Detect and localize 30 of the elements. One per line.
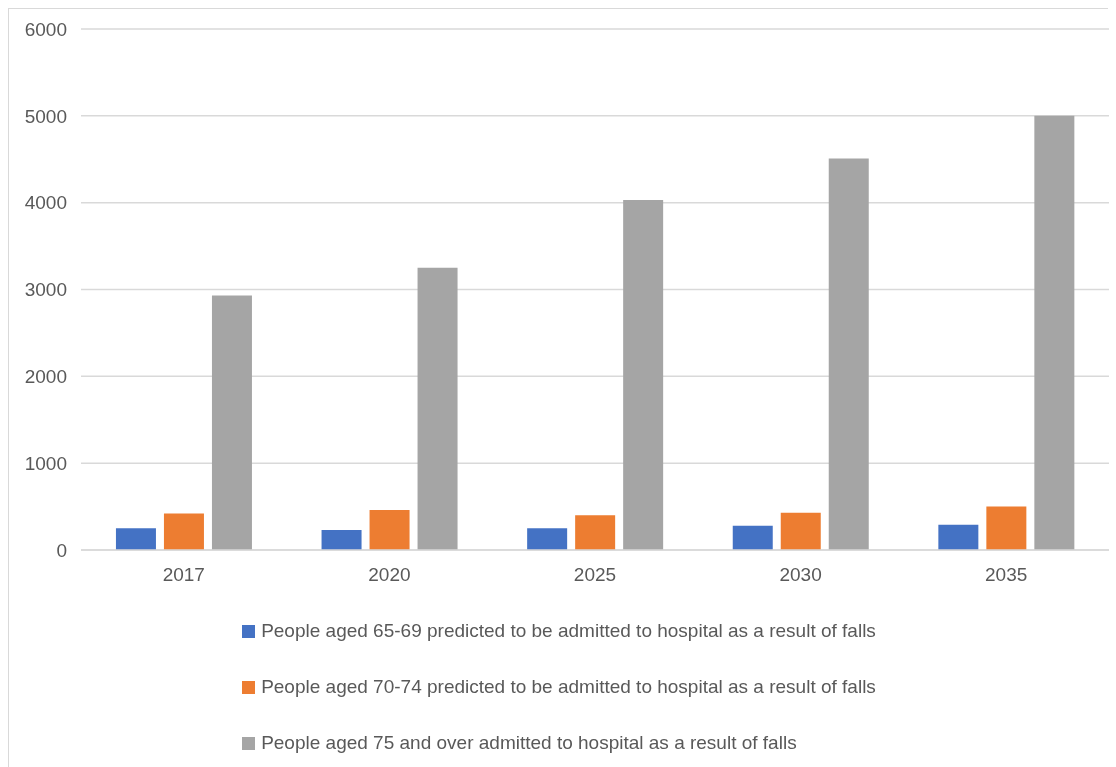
y-tick-label: 1000 (24, 452, 67, 474)
y-tick-label: 0 (56, 539, 67, 561)
bar (321, 530, 362, 550)
bar (732, 525, 773, 550)
bar (575, 515, 616, 550)
x-tick-label: 2035 (985, 564, 1028, 586)
bar (211, 295, 252, 550)
bar (938, 524, 979, 550)
y-tick-label: 6000 (24, 18, 67, 40)
bar (115, 528, 156, 550)
y-tick-label: 4000 (24, 192, 67, 214)
x-tick-label: 2030 (779, 564, 822, 586)
y-tick-label: 5000 (24, 105, 67, 127)
x-tick-label: 2020 (368, 564, 411, 586)
bar (780, 512, 821, 550)
bar (163, 513, 204, 550)
x-tick-label: 2025 (573, 564, 617, 586)
bar (986, 506, 1027, 550)
x-tick-label: 2017 (162, 564, 205, 586)
bar (527, 528, 568, 550)
legend-label: People aged 75 and over admitted to hospital as a result of falls (261, 732, 797, 754)
y-tick-label: 3000 (24, 279, 67, 301)
bar (417, 267, 458, 550)
bar (1034, 115, 1075, 550)
legend-label: People aged 65-69 predicted to be admitted to hospital as a result of falls (261, 620, 876, 642)
legend-label: People aged 70-74 predicted to be admitted to hospital as a result of falls (261, 676, 876, 698)
bar (623, 200, 664, 550)
bar (828, 158, 869, 550)
y-tick-label: 2000 (24, 366, 67, 388)
bar (369, 510, 410, 550)
